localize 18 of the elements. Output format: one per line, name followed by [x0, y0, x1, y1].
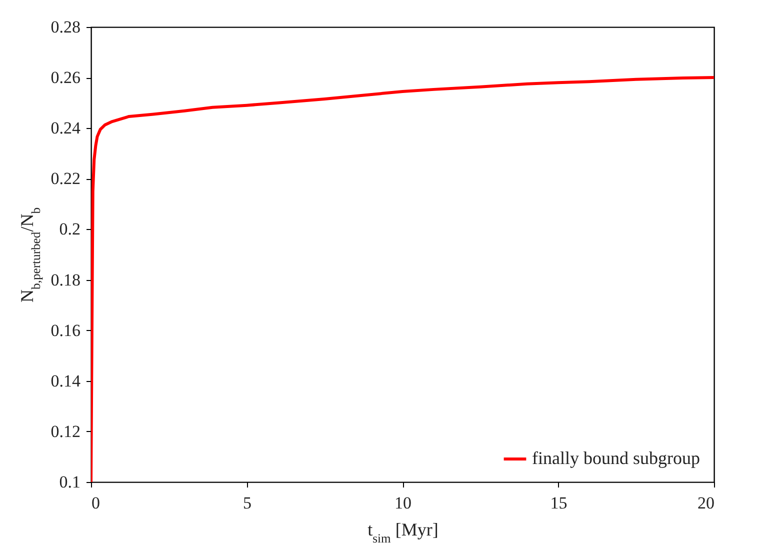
x-tick-label: 0 — [92, 494, 100, 512]
y-tick-label: 0.1 — [59, 472, 80, 492]
y-tick-label: 0.2 — [59, 220, 80, 239]
line-series — [91, 76, 714, 482]
x-axis-title: t$_{sim}$ [Myr] — [368, 520, 438, 546]
y-tick-label: 0.14 — [50, 371, 81, 390]
y-tick-label: 0.12 — [50, 422, 80, 441]
x-tick-label: 20 — [698, 494, 714, 512]
legend-label: finally bound subgroup — [532, 448, 700, 468]
y-tick-label: 0.26 — [50, 68, 80, 88]
y-tick-label: 0.24 — [50, 118, 81, 138]
x-tick-label: 10 — [394, 494, 412, 512]
x-tick-label: 5 — [243, 494, 252, 512]
y-tick-label: 0.16 — [50, 320, 80, 340]
y-tick-label: 0.22 — [50, 169, 80, 188]
y-tick-label: 0.28 — [50, 18, 80, 36]
y-tick-label: 0.18 — [50, 270, 80, 290]
x-tick-label: 15 — [550, 494, 568, 512]
